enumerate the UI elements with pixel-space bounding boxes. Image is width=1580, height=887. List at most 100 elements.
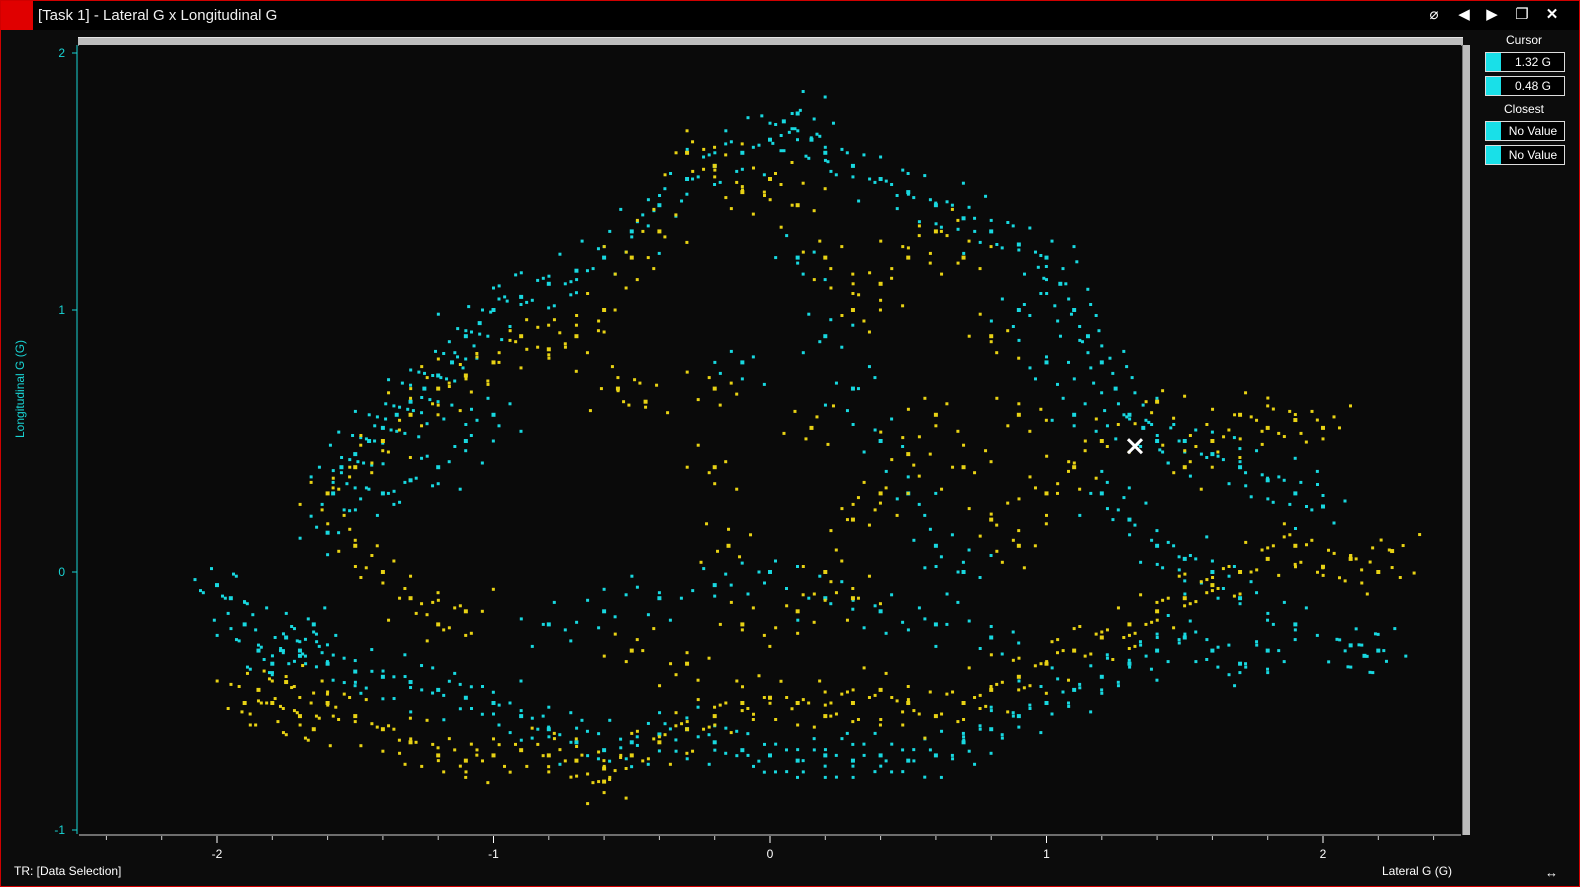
scatter-point (1188, 619, 1192, 623)
scatter-point (1000, 246, 1004, 250)
title-bar[interactable]: [Task 1] - Lateral G x Longitudinal G ⌀ … (1, 1, 1579, 30)
y-range-scrollbar[interactable] (1462, 45, 1470, 835)
scatter-point (923, 775, 927, 779)
x-tick-label: 1 (1043, 847, 1050, 861)
scatter-point (381, 439, 385, 443)
cursor-marker-icon[interactable] (1126, 438, 1144, 455)
scatter-point (928, 261, 932, 265)
scatter-point (1045, 278, 1048, 282)
scatter-point (1100, 630, 1104, 634)
scatter-point (588, 409, 592, 413)
scatter-point (1089, 303, 1093, 306)
scatter-point (834, 712, 838, 716)
scatter-point (325, 530, 330, 535)
scatter-point (409, 478, 413, 482)
scatter-point (735, 754, 739, 758)
scatter-point (989, 517, 994, 522)
scatter-point (657, 591, 661, 595)
scatter-point (906, 685, 910, 688)
scatter-point (530, 644, 534, 648)
scatter-point (519, 738, 523, 742)
close-icon[interactable]: ✕ (1545, 6, 1559, 23)
scatter-point (331, 653, 335, 657)
scatter-point (541, 754, 545, 758)
lock-icon[interactable]: ⌀ (1429, 6, 1439, 23)
scatter-point (735, 487, 739, 491)
scatter-point (1227, 673, 1231, 677)
scatter-point (851, 607, 855, 611)
scatter-point (884, 469, 888, 473)
scatter-point (464, 377, 468, 381)
scatter-point (445, 377, 449, 381)
scatter-point (978, 707, 982, 710)
scatter-point (691, 140, 695, 144)
scatter-point (674, 749, 678, 753)
scatter-point (1404, 654, 1408, 658)
scatter-point (829, 714, 833, 718)
scatter-point (464, 449, 468, 453)
scatter-point (978, 727, 982, 731)
scatter-point (380, 570, 385, 574)
scatter-point (370, 463, 374, 467)
scatter-point (370, 471, 374, 475)
scatter-point (1139, 445, 1143, 448)
scatter-point (646, 757, 650, 761)
x-tick-label: 2 (1320, 847, 1327, 861)
scatter-point (1260, 473, 1264, 477)
scatter-point (463, 758, 468, 763)
scatter-point (353, 720, 357, 724)
scatter-point (782, 431, 786, 435)
prev-icon[interactable]: ◀ (1458, 6, 1470, 23)
scatter-point (297, 648, 302, 653)
scatter-point (851, 598, 855, 602)
scatter-point (829, 701, 833, 705)
scatter-point (768, 177, 772, 181)
scatter-point (1044, 691, 1048, 695)
scatter-point (984, 704, 988, 708)
scatter-point (314, 714, 318, 718)
scatter-point (610, 365, 614, 369)
resize-handle-icon[interactable]: ↔ (1545, 865, 1558, 880)
restore-icon[interactable]: ❐ (1515, 6, 1529, 23)
scatter-point (547, 356, 551, 360)
scatter-point (1128, 533, 1132, 537)
scatter-point (735, 729, 739, 733)
scatter-point (234, 574, 238, 578)
scatter-point (1100, 391, 1104, 395)
scatter-point (652, 207, 656, 211)
next-icon[interactable]: ▶ (1486, 6, 1498, 23)
scatter-point (713, 183, 717, 186)
scatter-point (1172, 416, 1176, 420)
scatter-point (1384, 659, 1388, 663)
scatter-point (381, 697, 385, 701)
scatter-point (823, 775, 827, 779)
scatter-point (878, 687, 883, 692)
scatter-point (519, 294, 524, 299)
scatter-point (868, 271, 872, 275)
scatter-point (463, 439, 468, 443)
scatter-point (547, 306, 551, 310)
scatter-point (1016, 412, 1021, 417)
scatter-point (1266, 497, 1270, 501)
scatter-point (779, 679, 783, 683)
scatter-point (1210, 583, 1215, 588)
app-badge-icon[interactable] (1, 1, 33, 30)
scatter-point (713, 723, 717, 727)
scatter-point (967, 205, 971, 209)
scatter-point (1354, 557, 1358, 561)
scatter-point (782, 149, 786, 153)
scatter-point (790, 127, 794, 131)
scatter-point (469, 434, 473, 437)
scatter-point (923, 566, 927, 570)
scatter-point (497, 743, 501, 747)
scatter-point (586, 754, 590, 758)
scatter-point (873, 731, 877, 735)
scatter-point (961, 560, 965, 564)
scatter-point (878, 177, 883, 181)
scatter-point (713, 482, 717, 486)
scatter-point (956, 429, 960, 433)
scatter-point (873, 428, 877, 432)
scatter-point (1205, 456, 1209, 459)
scatter-point (398, 751, 402, 755)
scatter-point (1376, 570, 1380, 574)
